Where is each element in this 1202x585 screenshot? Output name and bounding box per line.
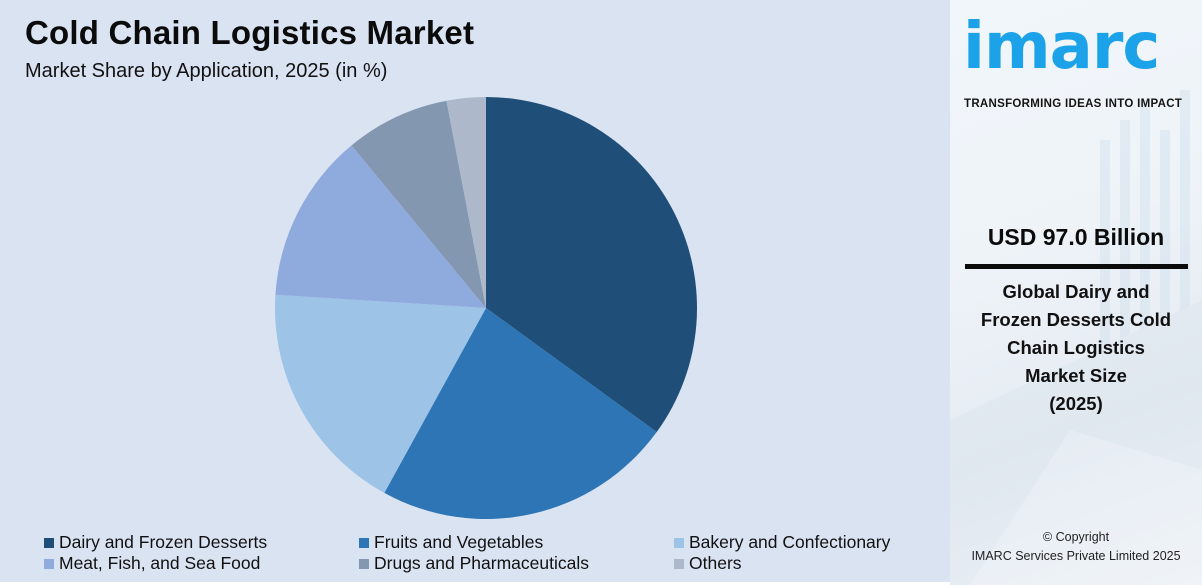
pie-slice-meat-fish-and-sea-food xyxy=(275,145,486,308)
chart-panel: Cold Chain Logistics Market Market Share… xyxy=(0,0,950,582)
pie-slice-drugs-and-pharmaceuticals xyxy=(351,100,486,308)
legend-item: Bakery and Confectionary xyxy=(674,532,890,553)
imarc-logo: imarc xyxy=(963,10,1160,84)
legend-label: Others xyxy=(689,553,742,573)
legend-item: Drugs and Pharmaceuticals xyxy=(359,553,589,574)
divider xyxy=(965,264,1188,269)
chart-title: Cold Chain Logistics Market xyxy=(25,14,475,51)
legend-swatch-icon xyxy=(44,558,54,569)
copyright: © Copyright IMARC Services Private Limit… xyxy=(971,530,1181,563)
legend-item: Meat, Fish, and Sea Food xyxy=(44,553,260,574)
legend-swatch-icon xyxy=(674,558,684,569)
market-description: Global Dairy and Frozen Desserts Cold Ch… xyxy=(980,281,1172,414)
chart-subtitle: Market Share by Application, 2025 (in %) xyxy=(25,60,388,82)
pie-slice-dairy-and-frozen-desserts xyxy=(486,97,697,433)
legend-swatch-icon xyxy=(359,537,369,548)
legend-item: Dairy and Frozen Desserts xyxy=(44,532,267,553)
legend-label: Meat, Fish, and Sea Food xyxy=(59,553,261,573)
legend-swatch-icon xyxy=(44,537,54,548)
legend-item: Others xyxy=(674,553,742,574)
legend-label: Drugs and Pharmaceuticals xyxy=(374,553,589,573)
pie-slice-bakery-and-confectionary xyxy=(275,294,486,493)
info-sidebar: imarc TRANSFORMING IDEAS INTO IMPACT USD… xyxy=(950,0,1202,585)
legend-label: Fruits and Vegetables xyxy=(374,532,544,552)
background-chart-decoration xyxy=(950,90,1202,585)
legend-label: Bakery and Confectionary xyxy=(689,532,891,552)
legend-item: Fruits and Vegetables xyxy=(359,532,543,553)
tagline: TRANSFORMING IDEAS INTO IMPACT xyxy=(964,98,1183,110)
legend-swatch-icon xyxy=(674,537,684,548)
pie-slice-others xyxy=(446,97,486,308)
pie-slice-fruits-and-vegetables xyxy=(384,308,657,519)
pie-chart xyxy=(275,97,697,519)
legend-swatch-icon xyxy=(359,558,369,569)
market-value: USD 97.0 Billion xyxy=(987,224,1165,250)
legend-label: Dairy and Frozen Desserts xyxy=(59,532,268,552)
